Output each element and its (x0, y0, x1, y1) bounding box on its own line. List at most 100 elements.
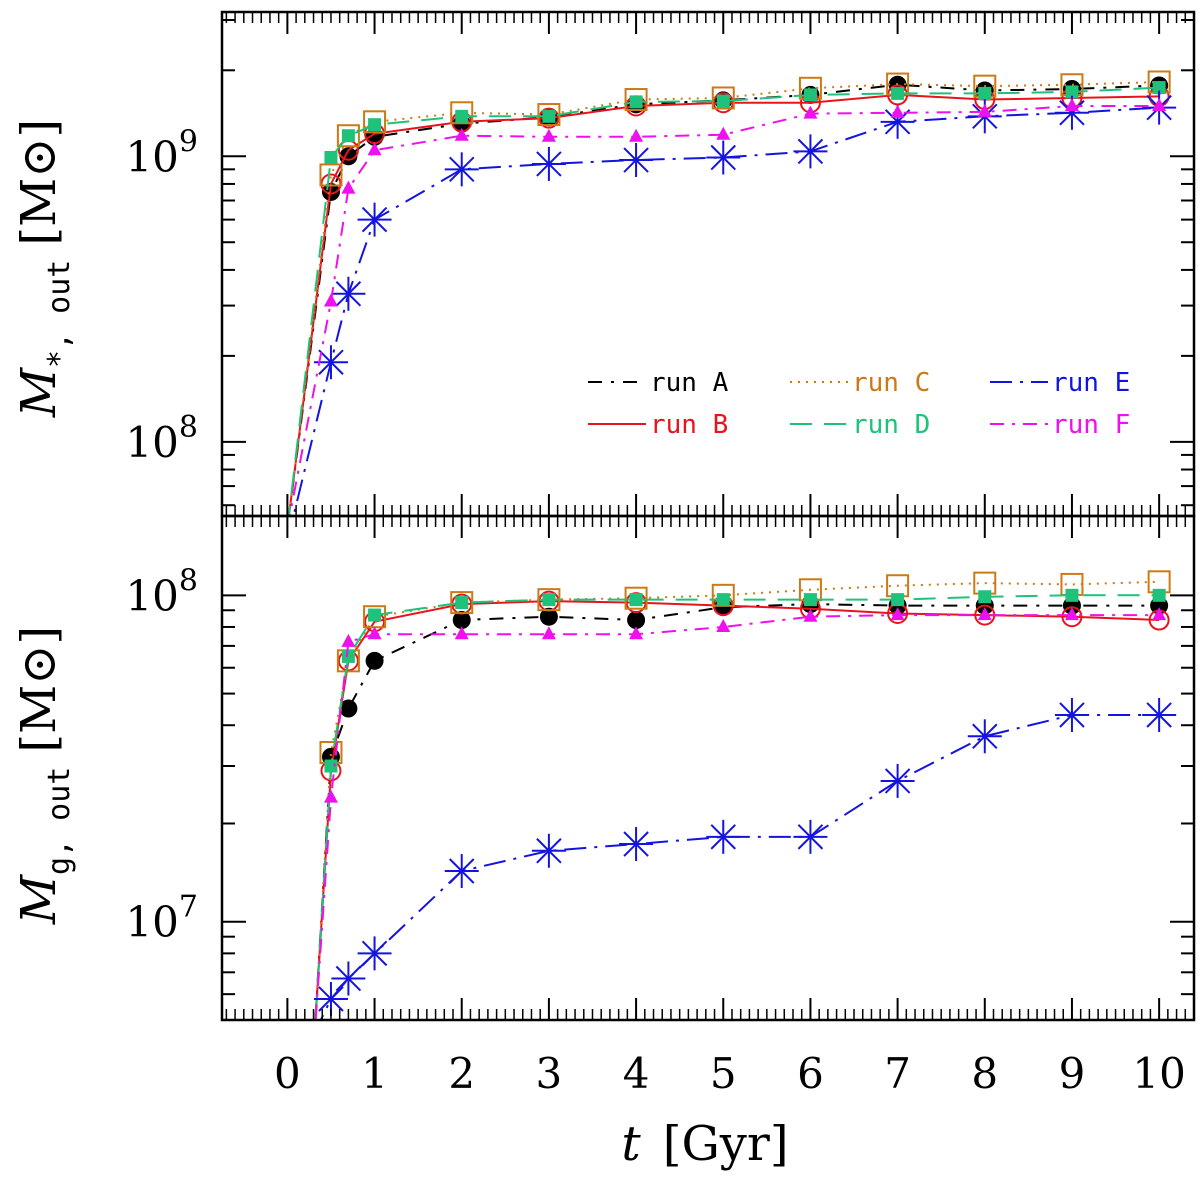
top-point-run-C (336, 124, 360, 148)
bottom-point-run-A (627, 611, 646, 630)
x-tick-label: 2 (448, 1049, 475, 1098)
top-point-run-E (706, 140, 741, 175)
top-point-run-D (803, 88, 817, 102)
bottom-point-run-D (324, 759, 338, 773)
top-point-run-E (619, 143, 654, 178)
top-point-run-F (454, 127, 469, 141)
legend-label-run-D: run D (852, 410, 930, 440)
bottom-point-run-D (716, 593, 730, 607)
legend: run A run C run E run B run D run F (588, 368, 1130, 440)
bottom-y-tick-label: 107 (125, 890, 198, 947)
bottom-series-line-run-D (314, 594, 1160, 1020)
bottom-point-run-E (1054, 697, 1089, 732)
legend-label-run-E: run E (1052, 368, 1130, 398)
top-plot-area (287, 70, 1177, 516)
top-point-run-F (367, 142, 382, 156)
top-point-run-D (891, 86, 905, 100)
legend-label-run-A: run A (650, 368, 729, 398)
top-point-run-F (716, 126, 731, 140)
bottom-plot-area (313, 570, 1177, 1020)
top-point-run-D (341, 129, 355, 143)
x-tick-label: 6 (797, 1049, 824, 1098)
bottom-point-run-D (803, 593, 817, 607)
bottom-point-run-A (339, 699, 358, 718)
bottom-point-run-E (619, 827, 654, 862)
top-series-line-run-C (287, 81, 1160, 516)
bottom-point-run-F (341, 633, 356, 647)
x-tick-label: 8 (971, 1049, 998, 1098)
top-point-run-E (1054, 95, 1089, 130)
bottom-point-run-A (539, 607, 558, 626)
x-tick-label: 4 (623, 1049, 650, 1098)
bottom-point-run-D (341, 649, 355, 663)
bottom-point-run-D (978, 590, 992, 604)
legend-label-run-B: run B (650, 410, 728, 440)
x-tick-label: 10 (1132, 1049, 1185, 1098)
bottom-point-run-D (1152, 588, 1166, 602)
top-series-group (287, 70, 1177, 516)
top-point-run-D (1065, 85, 1079, 99)
top-y-tick-label: 108 (125, 410, 198, 467)
top-point-run-D (629, 95, 643, 109)
top-point-run-C (624, 88, 648, 112)
bottom-series-group (313, 570, 1177, 1020)
bottom-point-run-F (367, 626, 382, 640)
bottom-panel: 107 108 0 1 2 3 4 5 6 7 8 9 10 Mg, out[M⊙] t [Gyr] (11, 514, 1196, 1172)
bottom-point-run-D (542, 593, 556, 607)
bottom-point-run-E (706, 819, 741, 854)
top-point-run-E (531, 146, 566, 181)
bottom-axes (222, 516, 1195, 1021)
x-tick-label: 7 (884, 1049, 911, 1098)
bottom-point-run-F (977, 607, 992, 621)
legend-label-run-F: run F (1052, 410, 1130, 440)
top-point-run-E (331, 276, 366, 311)
bottom-point-run-E (357, 936, 392, 971)
top-point-run-E (444, 152, 479, 187)
x-tick-label: 1 (361, 1049, 388, 1098)
x-tick-label: 9 (1059, 1049, 1086, 1098)
bottom-series-line-run-A (314, 603, 1160, 1020)
top-point-run-D (542, 109, 556, 123)
top-y-axis-label: M*, out[M⊙] (11, 119, 77, 418)
bottom-point-run-D (1065, 588, 1079, 602)
top-point-run-F (803, 105, 818, 119)
legend-label-run-C: run C (852, 368, 930, 398)
bottom-point-run-F (890, 607, 905, 621)
bottom-series-line-run-B (314, 600, 1160, 1020)
bottom-point-run-F (629, 626, 644, 640)
x-axis-label: t [Gyr] (621, 1116, 788, 1172)
bottom-point-run-F (803, 608, 818, 622)
bottom-series-line-run-F (314, 614, 1160, 1020)
top-point-run-F (890, 104, 905, 118)
bottom-point-run-E (880, 763, 915, 798)
bottom-point-run-E (531, 833, 566, 868)
x-tick-label: 5 (710, 1049, 737, 1098)
top-point-run-C (319, 163, 343, 187)
top-point-run-F (1064, 97, 1079, 111)
bottom-point-run-D (891, 593, 905, 607)
top-axes-frame (220, 10, 1196, 518)
top-point-run-D (455, 109, 469, 123)
top-point-run-F (629, 128, 644, 142)
bottom-point-run-E (331, 961, 366, 996)
bottom-point-run-F (454, 626, 469, 640)
top-axes (222, 12, 1195, 516)
bottom-point-run-E (967, 719, 1002, 754)
bottom-point-run-C (624, 586, 648, 610)
bottom-point-run-D (629, 593, 643, 607)
top-point-run-F (323, 293, 338, 307)
bottom-series-line-run-C (314, 580, 1160, 1020)
bottom-point-run-A (452, 611, 471, 630)
top-point-run-E (793, 134, 828, 169)
bottom-y-axis-label: Mg, out[M⊙] (11, 626, 77, 925)
bottom-y-tick-labels: 107 108 (125, 563, 198, 946)
x-tick-labels: 0 1 2 3 4 5 6 7 8 9 10 (274, 1049, 1186, 1098)
top-point-run-D (716, 94, 730, 108)
top-point-run-D (978, 86, 992, 100)
bottom-point-run-E (444, 854, 479, 889)
bottom-point-run-F (541, 626, 556, 640)
top-point-run-C (711, 86, 735, 110)
top-point-run-F (977, 103, 992, 117)
top-point-run-D (368, 118, 382, 132)
